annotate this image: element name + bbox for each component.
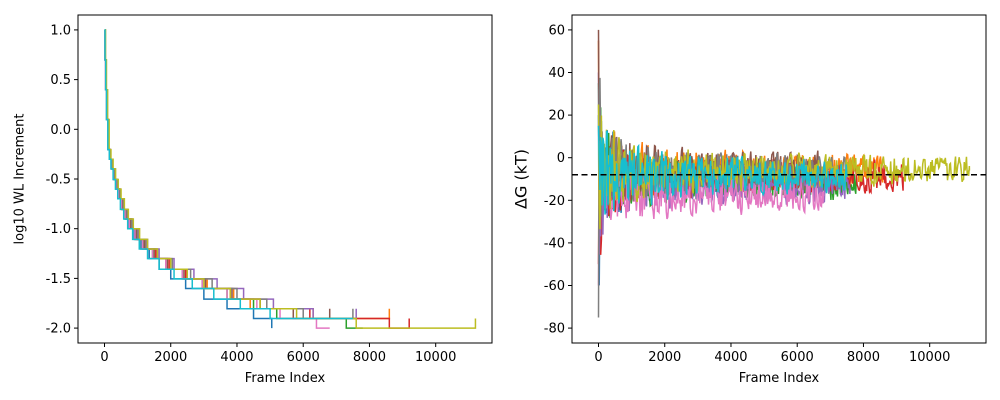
x-tick-label: 0 (100, 350, 108, 365)
x-tick-label: 10000 (415, 350, 456, 365)
plot-area (104, 29, 477, 329)
x-axis-label: Frame Index (245, 371, 326, 386)
y-axis-label: log10 WL Increment (13, 114, 28, 245)
series-line-7 (597, 140, 825, 286)
y-tick-label: -0.5 (46, 173, 71, 188)
x-tick-label: 8000 (353, 350, 386, 365)
y-tick-label: -40 (544, 236, 565, 251)
y-tick-label: 20 (548, 109, 565, 124)
y-tick-label: 40 (548, 66, 565, 81)
y-tick-label: -1.5 (46, 272, 71, 287)
y-tick-label: -2.0 (46, 322, 71, 337)
y-tick-label: 60 (548, 23, 565, 38)
y-tick-label: 1.0 (50, 23, 71, 38)
x-tick-label: 0 (594, 350, 602, 365)
y-tick-label: -20 (544, 194, 565, 209)
x-tick-label: 2000 (154, 350, 187, 365)
x-tick-label: 4000 (714, 350, 747, 365)
series-line-9 (597, 104, 971, 230)
y-tick-label: 0.0 (50, 123, 71, 138)
x-tick-label: 4000 (220, 350, 253, 365)
x-tick-label: 8000 (847, 350, 880, 365)
x-tick-label: 2000 (648, 350, 681, 365)
x-tick-label: 6000 (287, 350, 320, 365)
y-axis-label: ΔG (kT) (512, 149, 531, 209)
x-tick-label: 10000 (909, 350, 950, 365)
left-chart-panel: 0 2000 4000 6000 8000 10000 1.0 0.5 0.0 -0.5 -1.0 -… (13, 14, 493, 386)
y-tick-label: -1.0 (46, 222, 71, 237)
plot-area (597, 29, 971, 318)
y-tick-label: -60 (544, 279, 565, 294)
x-tick-label: 6000 (781, 350, 814, 365)
y-tick-label: 0.5 (50, 73, 71, 88)
series-line-10 (104, 29, 353, 320)
axes-frame (571, 14, 987, 344)
x-axis-label: Frame Index (739, 371, 820, 386)
y-tick-label: -80 (544, 322, 565, 337)
right-chart-panel: 0 2000 4000 6000 8000 10000 60 40 20 0 -20 -40 -60 -8… (512, 14, 987, 386)
y-tick-label: 0 (557, 151, 565, 166)
